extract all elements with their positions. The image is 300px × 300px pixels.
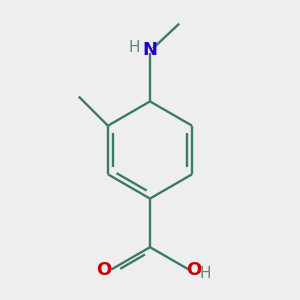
Text: O: O	[186, 260, 202, 278]
Text: H: H	[199, 266, 211, 281]
Text: O: O	[96, 260, 112, 278]
Text: H: H	[129, 40, 140, 55]
Text: N: N	[142, 41, 158, 59]
